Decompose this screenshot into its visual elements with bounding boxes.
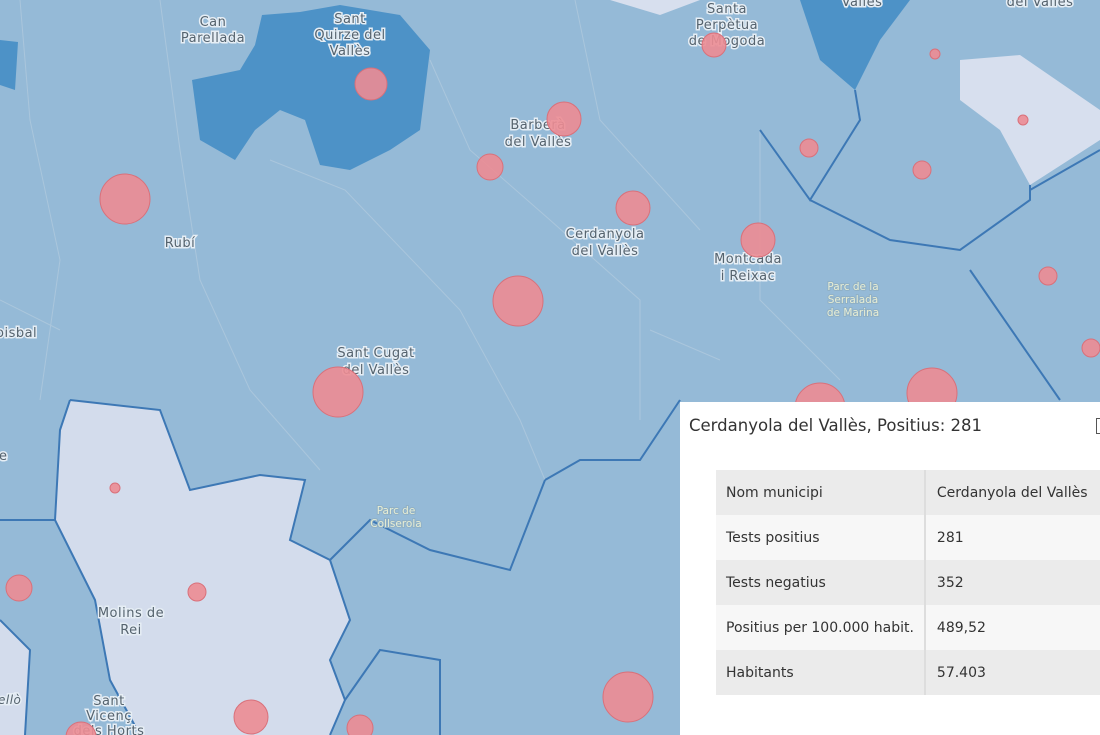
attribute-table: Nom municipi Cerdanyola del Vallès Tests p… bbox=[716, 470, 1100, 695]
case-circle bbox=[346, 714, 374, 735]
place-label: Cerdanyola del Vallès bbox=[566, 227, 645, 259]
case-circle bbox=[929, 48, 941, 60]
case-circle bbox=[492, 275, 544, 327]
case-circle bbox=[740, 222, 776, 258]
popup-title: Cerdanyola del Vallès, Positius: 281 bbox=[689, 416, 983, 435]
highlighted-municipality bbox=[0, 40, 18, 90]
case-circle bbox=[233, 699, 269, 735]
popup: Cerdanyola del Vallès, Positius: 281 Nom… bbox=[680, 402, 1100, 735]
case-circle bbox=[701, 32, 727, 58]
table-row: Nom municipi Cerdanyola del Vallès bbox=[716, 470, 1100, 515]
case-circle bbox=[312, 366, 364, 418]
park-label: Parc de la Serralada de Marina bbox=[827, 281, 879, 319]
case-circle bbox=[799, 138, 819, 158]
table-row: Positius per 100.000 habit. 489,52 bbox=[716, 605, 1100, 650]
case-circle bbox=[912, 160, 932, 180]
place-label: Can Parellada bbox=[181, 15, 245, 46]
case-circle bbox=[546, 101, 582, 137]
case-circle bbox=[1017, 114, 1029, 126]
field-value: Cerdanyola del Vallès bbox=[936, 484, 1088, 501]
place-label: e bbox=[0, 449, 8, 464]
place-label: Sant Cugat del Vallès bbox=[337, 346, 414, 378]
light-municipality bbox=[0, 620, 30, 735]
field-name: Positius per 100.000 habit. bbox=[716, 605, 926, 650]
case-circle bbox=[1038, 266, 1058, 286]
place-label: Sant Quirze del Vallès bbox=[314, 12, 385, 59]
place-label: oisbal bbox=[0, 326, 37, 341]
field-name: Tests negatius bbox=[716, 560, 926, 605]
light-municipality bbox=[610, 0, 700, 15]
case-circle bbox=[354, 67, 388, 101]
field-value: 281 bbox=[936, 529, 964, 546]
case-circle bbox=[65, 721, 97, 735]
field-name: Habitants bbox=[716, 650, 926, 695]
highlighted-municipality bbox=[800, 0, 910, 90]
place-label: Molins de Rei bbox=[98, 606, 164, 638]
place-label: Vallès bbox=[842, 0, 883, 10]
place-label: Rubí bbox=[165, 236, 196, 251]
case-circle bbox=[109, 482, 121, 494]
park-label: Parc de Collserola bbox=[370, 505, 421, 530]
table-row: Habitants 57.403 bbox=[716, 650, 1100, 695]
field-value: 352 bbox=[936, 574, 964, 591]
highlighted-municipality bbox=[192, 5, 430, 170]
case-circle bbox=[99, 173, 151, 225]
region-border bbox=[0, 89, 1100, 735]
case-circle bbox=[5, 574, 33, 602]
municipal-border bbox=[0, 0, 841, 481]
case-circle bbox=[615, 190, 651, 226]
case-circle bbox=[602, 671, 654, 723]
field-name: Nom municipi bbox=[716, 470, 926, 515]
field-value: 57.403 bbox=[936, 664, 986, 681]
case-circle bbox=[1081, 338, 1100, 358]
table-row: Tests negatius 352 bbox=[716, 560, 1100, 605]
light-municipality bbox=[55, 400, 350, 735]
case-circle bbox=[476, 153, 504, 181]
case-circle bbox=[187, 582, 207, 602]
field-value: 489,52 bbox=[936, 619, 986, 636]
popup-maximize-button[interactable] bbox=[1096, 418, 1100, 434]
table-row: Tests positius 281 bbox=[716, 515, 1100, 560]
place-label: ellò bbox=[0, 693, 21, 707]
place-label: del Vallès bbox=[1007, 0, 1074, 10]
light-municipality bbox=[960, 55, 1100, 185]
field-name: Tests positius bbox=[716, 515, 926, 560]
